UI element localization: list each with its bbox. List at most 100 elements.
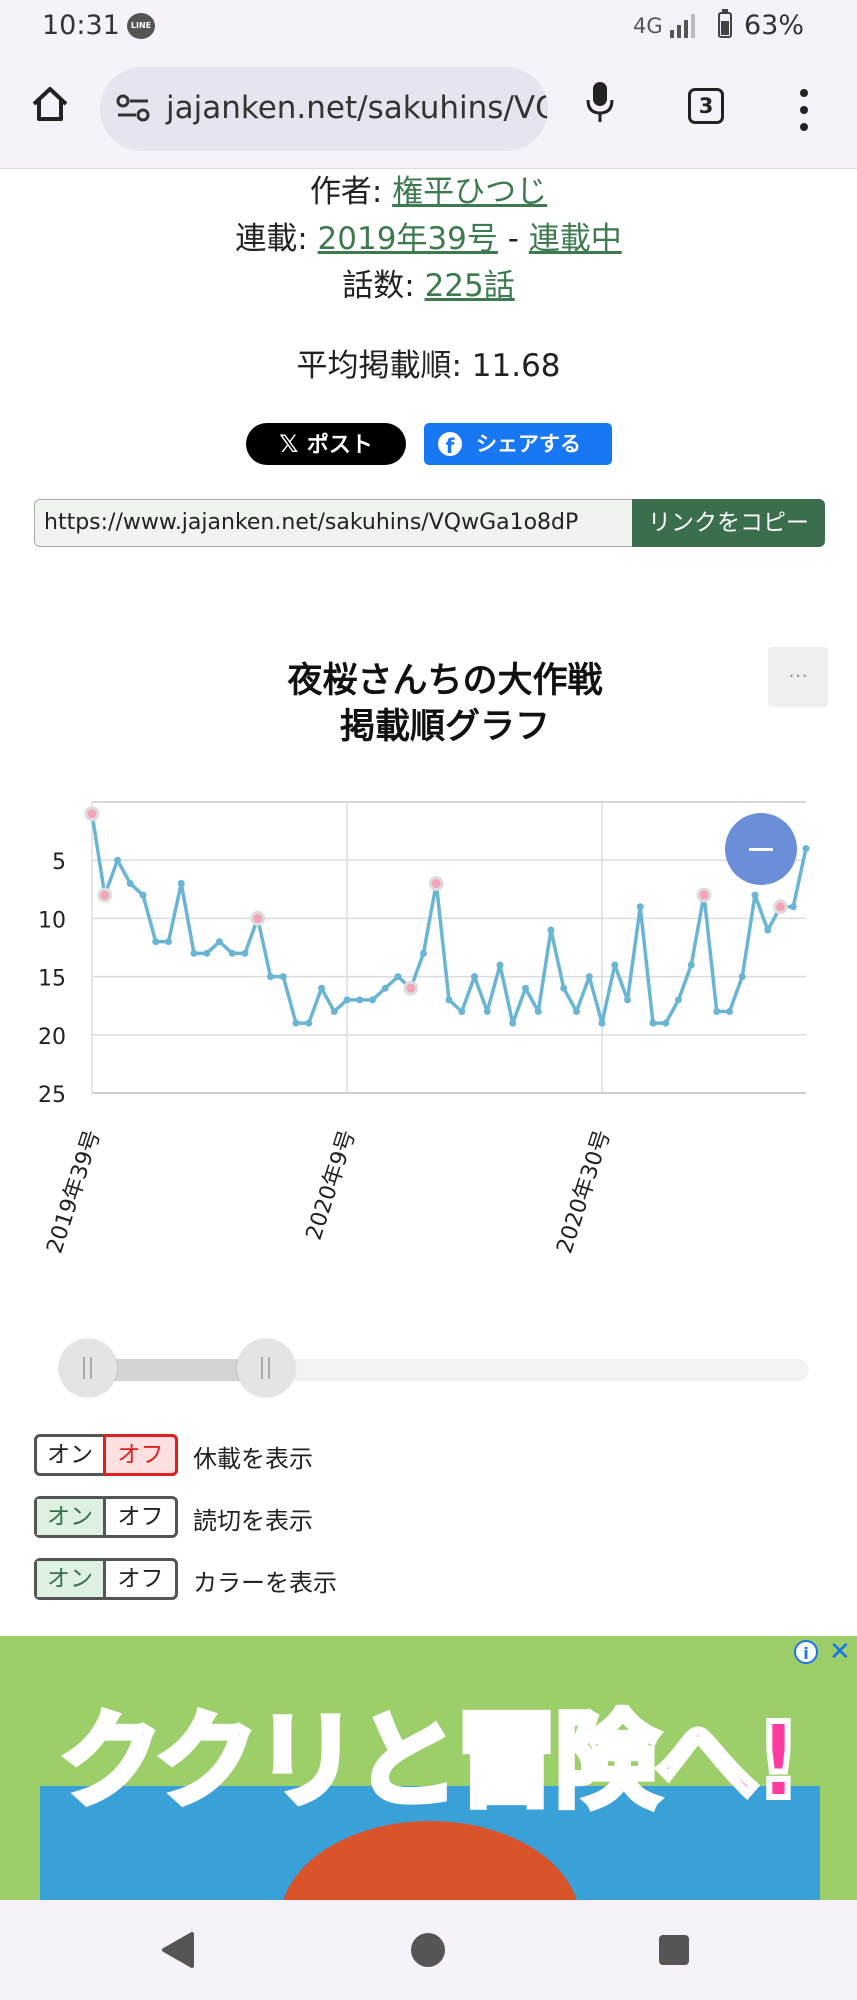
data-point	[534, 1008, 542, 1016]
data-point	[471, 973, 478, 981]
data-point	[458, 1008, 466, 1016]
site-settings-icon[interactable]	[116, 93, 150, 123]
range-slider-selection	[88, 1359, 266, 1381]
color-off-option[interactable]: オフ	[117, 1566, 164, 1592]
data-point	[522, 984, 529, 992]
rank-chart: 5 10 15 20 25 2019年39号 2020年9号 2020年30号	[38, 801, 810, 1257]
serial-status-link[interactable]: 連載中	[528, 221, 622, 257]
line-notification-icon: LINE	[127, 13, 155, 39]
episodes-line: 話数: 225話	[0, 260, 857, 305]
data-point	[445, 996, 453, 1004]
data-point	[165, 938, 172, 946]
data-point	[420, 949, 427, 957]
y-tick-label: 15	[38, 967, 66, 992]
highlighted-data-point	[773, 899, 788, 915]
data-point	[369, 996, 376, 1004]
data-point	[279, 973, 287, 981]
color-on-option[interactable]: オン	[37, 1561, 106, 1597]
ad-headline: ククリと冒険へ!	[56, 1697, 805, 1825]
data-point	[318, 984, 325, 992]
share-url-field[interactable]: https://www.jajanken.net/sakuhins/VQwGa1…	[34, 499, 632, 547]
y-tick-label: 25	[38, 1083, 66, 1108]
highlighted-data-point	[428, 875, 444, 891]
data-point	[598, 1019, 606, 1027]
data-point	[114, 856, 121, 864]
data-point	[636, 903, 644, 911]
status-bar: 10:31 LINE 4G 63%	[0, 0, 857, 52]
highlighted-data-point	[84, 806, 100, 822]
data-point	[190, 949, 198, 957]
hiatus-toggle-label: 休載を表示	[193, 1445, 313, 1473]
y-tick-label: 20	[38, 1025, 66, 1050]
ad-close-icon[interactable]: ✕	[829, 1637, 851, 1667]
data-point	[738, 973, 746, 981]
average-rank-value: 11.68	[471, 348, 561, 384]
data-point	[241, 949, 249, 957]
home-nav-icon[interactable]	[410, 1932, 446, 1968]
url-text: jajanken.net/sakuhins/VQwGa1o8dP	[166, 90, 548, 126]
hiatus-off-option[interactable]: オフ	[103, 1434, 178, 1476]
range-slider-end-handle[interactable]	[237, 1339, 295, 1397]
data-point	[216, 938, 223, 946]
zoom-out-button[interactable]	[725, 813, 797, 885]
more-menu-icon[interactable]	[800, 88, 808, 132]
x-post-button[interactable]: 𝕏 ポスト	[246, 423, 406, 465]
x-tick-label: 2019年39号	[42, 1127, 105, 1256]
facebook-share-button[interactable]: f シェアする	[424, 423, 612, 465]
ad-info-icon[interactable]: i	[794, 1640, 818, 1664]
data-point	[713, 1008, 721, 1016]
x-tick-label: 2020年30号	[552, 1127, 615, 1256]
data-point	[152, 938, 160, 946]
recents-icon[interactable]	[658, 1934, 690, 1966]
data-point	[496, 961, 504, 969]
oneshot-toggle[interactable]: オン オフ	[34, 1496, 178, 1538]
data-point	[687, 961, 695, 969]
author-label: 作者:	[309, 174, 393, 210]
data-point	[394, 973, 402, 981]
ad-banner[interactable]: ククリと冒険へ!	[0, 1636, 857, 1900]
color-toggle[interactable]: オン オフ	[34, 1558, 178, 1600]
tab-switcher-button[interactable]: 3	[688, 88, 724, 124]
data-point	[509, 1019, 517, 1027]
data-point	[624, 996, 631, 1004]
browser-toolbar: jajanken.net/sakuhins/VQwGa1o8dP 3	[0, 52, 857, 169]
oneshot-on-option[interactable]: オン	[37, 1499, 106, 1535]
signal-icon	[670, 14, 695, 38]
data-point	[267, 973, 274, 981]
oneshot-off-option[interactable]: オフ	[117, 1504, 164, 1530]
back-icon[interactable]	[160, 1930, 196, 1970]
episodes-label: 話数:	[342, 268, 425, 304]
address-bar[interactable]: jajanken.net/sakuhins/VQwGa1o8dP	[100, 67, 548, 151]
chart-menu-button[interactable]: ⋯	[768, 647, 828, 707]
chart-title-line-2: 掲載順グラフ	[339, 707, 550, 747]
data-point	[305, 1019, 313, 1027]
data-point	[330, 1008, 338, 1016]
episodes-link[interactable]: 225話	[424, 268, 515, 304]
data-point	[356, 996, 364, 1004]
range-slider-start-handle[interactable]	[59, 1339, 117, 1397]
data-point	[764, 926, 772, 934]
chart-title-line-1: 夜桜さんちの大作戦	[287, 661, 603, 701]
data-point	[381, 984, 389, 992]
data-point	[343, 996, 351, 1004]
data-point	[139, 891, 147, 899]
data-point	[802, 845, 810, 853]
start-issue-link[interactable]: 2019年39号	[317, 221, 498, 257]
y-tick-label: 10	[38, 908, 66, 933]
average-rank-label: 平均掲載順:	[296, 348, 472, 384]
author-link[interactable]: 権平ひつじ	[392, 174, 548, 210]
serial-separator: -	[497, 221, 529, 257]
data-point	[789, 903, 797, 911]
home-icon[interactable]	[30, 84, 70, 124]
battery-icon	[718, 9, 732, 38]
highlighted-data-point	[250, 910, 266, 926]
copy-link-button[interactable]: リンクをコピー	[632, 499, 825, 547]
highlighted-data-point	[403, 980, 419, 996]
data-point	[573, 1008, 580, 1016]
battery-percent: 63%	[744, 10, 805, 41]
hiatus-toggle[interactable]: オン オフ	[34, 1434, 178, 1476]
serial-line: 連載: 2019年39号 - 連載中	[0, 213, 857, 258]
microphone-icon[interactable]	[585, 80, 615, 124]
hiatus-on-option[interactable]: オン	[37, 1437, 106, 1473]
data-point	[203, 949, 211, 957]
